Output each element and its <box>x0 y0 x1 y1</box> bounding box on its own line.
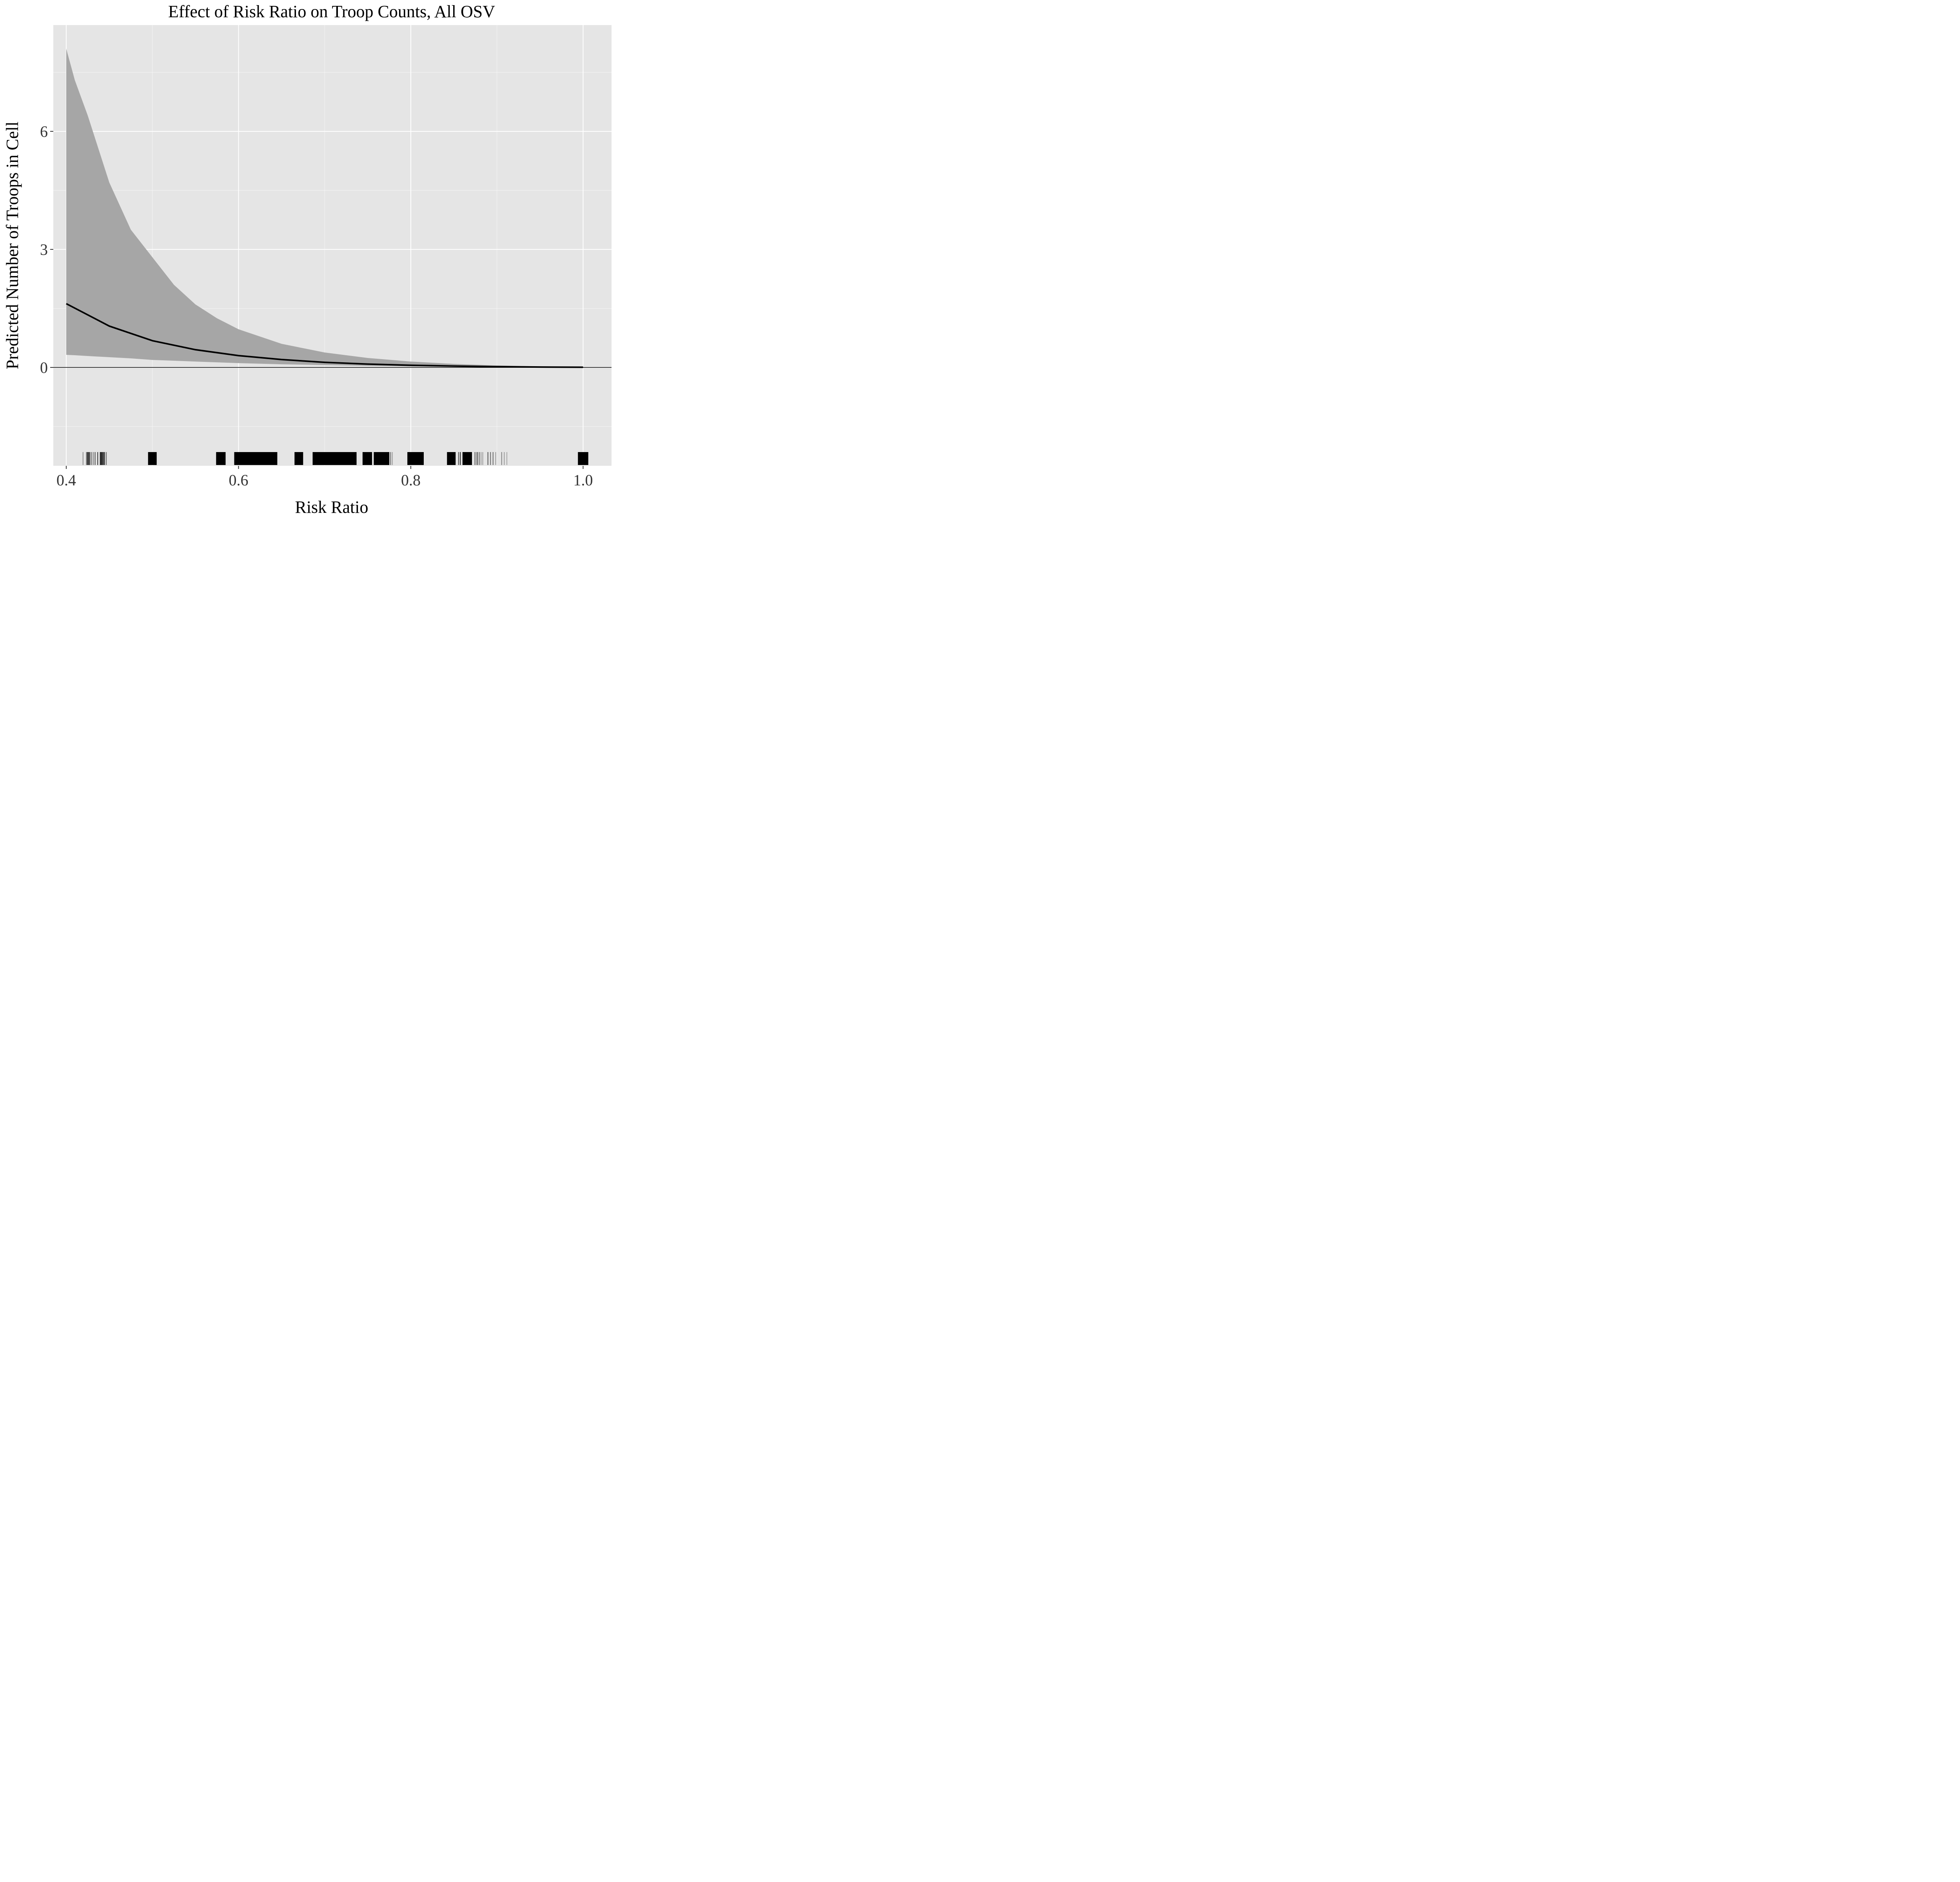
rug-segment <box>501 452 502 465</box>
rug-segment <box>392 452 393 465</box>
y-axis-ticks: 0 3 6 <box>40 123 53 376</box>
rug-segment <box>479 452 480 465</box>
y-axis-label: Predicted Number of Troops in Cell <box>3 122 22 369</box>
y-tick-label: 3 <box>40 241 48 258</box>
x-axis-label: Risk Ratio <box>295 498 368 517</box>
rug-segment <box>407 452 424 465</box>
rug-segment <box>89 452 91 465</box>
estimate-line <box>66 303 583 368</box>
rug-segment <box>390 452 391 465</box>
rug-segment <box>100 452 101 465</box>
rug-segment <box>476 452 477 465</box>
rug-segment <box>100 452 102 465</box>
rug-segment <box>93 452 94 465</box>
rug-segment <box>506 452 508 465</box>
rug-segment <box>102 452 103 465</box>
confidence-band <box>66 49 583 367</box>
rug-segment <box>460 452 461 465</box>
rug-segment <box>106 452 107 465</box>
rug-segment <box>490 452 491 465</box>
x-tick-label: 0.8 <box>401 471 421 489</box>
rug-segment <box>362 452 372 465</box>
rug-plot <box>82 452 588 465</box>
y-tick-label: 0 <box>40 359 48 376</box>
rug-segment <box>216 452 226 465</box>
rug-segment <box>103 452 104 465</box>
rug-segment <box>492 452 494 465</box>
rug-segment <box>87 452 88 465</box>
chart-svg: 0 3 6 0.4 0.6 0.8 1.0 Effect of Risk Ratio on… <box>0 0 615 527</box>
rug-segment <box>462 452 472 465</box>
chart-title: Effect of Risk Ratio on Troop Counts, Al… <box>168 2 495 21</box>
rug-segment <box>91 452 92 465</box>
y-tick-label: 6 <box>40 123 48 140</box>
chart-container: 0 3 6 0.4 0.6 0.8 1.0 Effect of Risk Ratio on… <box>0 0 615 527</box>
rug-segment <box>148 452 157 465</box>
rug-segment <box>104 452 105 465</box>
rug-segment <box>87 452 89 465</box>
rug-segment <box>495 452 496 465</box>
rug-segment <box>86 452 87 465</box>
rug-segment <box>94 452 96 465</box>
rug-segment <box>504 452 505 465</box>
rug-segment <box>234 452 278 465</box>
rug-segment <box>477 452 478 465</box>
rug-segment <box>294 452 303 465</box>
rug-segment <box>374 452 390 465</box>
rug-segment <box>482 452 483 465</box>
x-tick-label: 0.6 <box>229 471 248 489</box>
rug-segment <box>458 452 459 465</box>
x-axis-ticks: 0.4 0.6 0.8 1.0 <box>56 466 593 489</box>
plot-panel <box>53 25 612 466</box>
rug-segment <box>97 452 98 465</box>
rug-segment <box>578 452 588 465</box>
x-tick-label: 1.0 <box>573 471 593 489</box>
rug-segment <box>312 452 357 465</box>
x-tick-label: 0.4 <box>56 471 76 489</box>
rug-segment <box>447 452 456 465</box>
